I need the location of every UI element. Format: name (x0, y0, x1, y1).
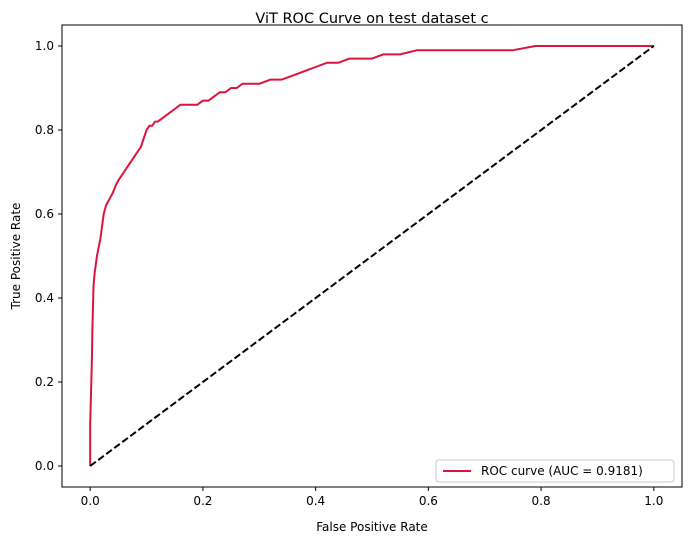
legend: ROC curve (AUC = 0.9181) (435, 459, 675, 483)
x-axis: 0.0 0.2 0.4 0.6 0.8 1.0 (81, 487, 663, 508)
y-tick-label: 1.0 (35, 39, 54, 53)
y-tick-label: 0.0 (35, 459, 54, 473)
x-tick-label: 0.2 (193, 494, 212, 508)
y-axis: 0.0 0.2 0.4 0.6 0.8 1.0 (35, 39, 62, 473)
plot-frame (61, 24, 683, 488)
legend-box (435, 459, 675, 483)
x-tick-label: 0.6 (419, 494, 438, 508)
y-tick-label: 0.2 (35, 375, 54, 389)
series-layer (89, 45, 655, 467)
y-tick-label: 0.6 (35, 207, 54, 221)
y-tick-label: 0.4 (35, 291, 54, 305)
chart-title: ViT ROC Curve on test dataset c (255, 11, 488, 27)
roc-curve-line (89, 45, 654, 466)
chance-line (89, 45, 655, 467)
legend-label-roc: ROC curve (AUC = 0.9181) (481, 464, 643, 478)
y-tick-label: 0.8 (35, 123, 54, 137)
x-tick-label: 0.4 (306, 494, 325, 508)
x-tick-label: 0.0 (81, 494, 100, 508)
y-axis-title: True Positive Rate (9, 203, 23, 311)
plot-area: 0.0 0.2 0.4 0.6 0.8 1.0 0.0 0.2 0.4 0.6 0.8 1.0 (35, 24, 683, 508)
x-tick-label: 1.0 (644, 494, 663, 508)
x-axis-title: False Positive Rate (316, 520, 428, 534)
x-tick-label: 0.8 (532, 494, 551, 508)
